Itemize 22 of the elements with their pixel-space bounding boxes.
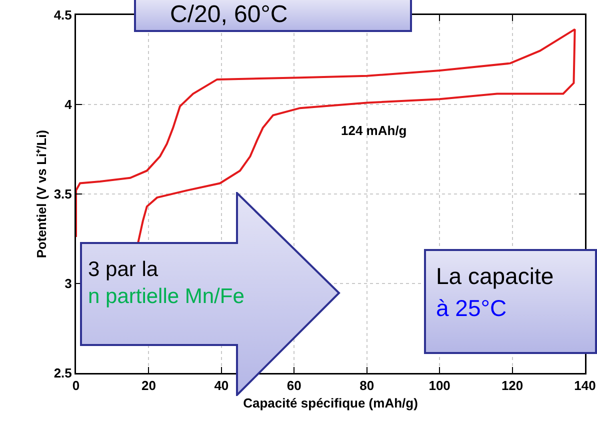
x-axis-title: Capacité spécifique (mAh/g) <box>243 395 418 410</box>
x-tick-label: 40 <box>214 378 229 394</box>
x-tick-label: 100 <box>428 378 450 394</box>
x-tick-label: 20 <box>141 378 156 394</box>
y-tick-label: 2.5 <box>54 366 72 381</box>
x-tick-label: 0 <box>72 378 80 394</box>
annotation: La capacite <box>436 263 554 290</box>
line-series <box>76 28 576 244</box>
x-tick-label: 120 <box>501 378 524 394</box>
annotation: à 25°C <box>436 295 507 322</box>
x-tick-label: 80 <box>360 378 374 394</box>
annotation: 3 par la <box>88 258 158 282</box>
annotation: 124 mAh/g <box>341 123 407 138</box>
annotation: C/20, 60°C <box>170 1 288 29</box>
x-tick-label: 60 <box>286 378 302 394</box>
y-tick-label: 3.5 <box>54 186 72 202</box>
y-tick-label: 3 <box>64 276 72 292</box>
x-tick-label: 140 <box>574 378 596 394</box>
y-tick-label: 4.5 <box>54 8 72 23</box>
y-axis-title: Potentiel (V vs Li⁺/Li) <box>34 130 50 258</box>
annotation: n partielle Mn/Fe <box>88 285 244 309</box>
y-tick-label: 4 <box>64 97 73 112</box>
